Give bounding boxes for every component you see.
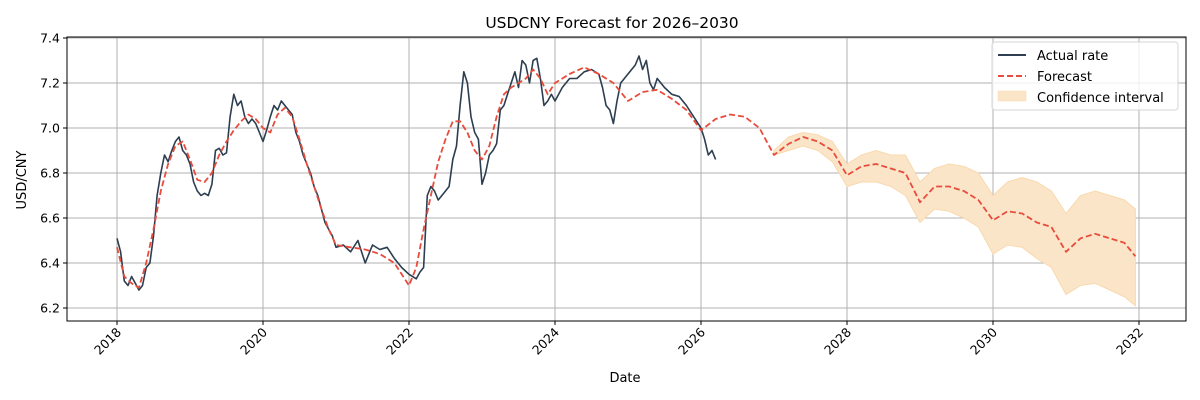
legend-confidence-label: Confidence interval: [1037, 91, 1164, 106]
x-axis-label: Date: [609, 371, 640, 386]
actual-rate-line: [116, 55, 717, 291]
x-tick-label: 2022: [383, 325, 416, 358]
legend-box: [991, 41, 1179, 111]
plot-frame: [66, 36, 1187, 322]
y-tick-label: 7.0: [40, 121, 60, 136]
y-axis-ticks: 6.2 6.4 6.6 6.8 7.0 7.2 7.4: [40, 31, 67, 316]
chart-title: USDCNY Forecast for 2026–2030: [485, 14, 738, 32]
x-tick-label: 2020: [237, 324, 270, 357]
y-axis-label: USD/CNY: [15, 150, 30, 209]
y-tick-label: 6.6: [40, 211, 60, 226]
legend-forecast-label: Forecast: [1037, 70, 1092, 85]
series-lines: [116, 55, 1137, 291]
x-axis-ticks: 2018 2020 2022 2024 2026 2028 2030 2032: [91, 321, 1146, 358]
x-tick-label: 2030: [967, 324, 1000, 357]
x-tick-label: 2026: [675, 324, 708, 357]
x-tick-label: 2018: [91, 324, 124, 357]
x-tick-label: 2032: [1113, 325, 1146, 358]
x-tick-label: 2028: [821, 324, 854, 357]
confidence-interval-area: [773, 131, 1136, 307]
x-tick-label: 2024: [529, 324, 562, 357]
confidence-band: [773, 131, 1136, 307]
legend: Actual rate Forecast Confidence interval: [991, 41, 1179, 111]
forecast-line: [116, 66, 1137, 289]
y-tick-label: 6.4: [40, 256, 60, 271]
y-tick-label: 7.2: [40, 76, 60, 91]
legend-actual-label: Actual rate: [1037, 49, 1108, 64]
y-tick-label: 7.4: [40, 31, 60, 46]
y-tick-label: 6.2: [40, 301, 60, 316]
legend-confidence-swatch: [997, 90, 1027, 102]
y-tick-label: 6.8: [40, 166, 60, 181]
